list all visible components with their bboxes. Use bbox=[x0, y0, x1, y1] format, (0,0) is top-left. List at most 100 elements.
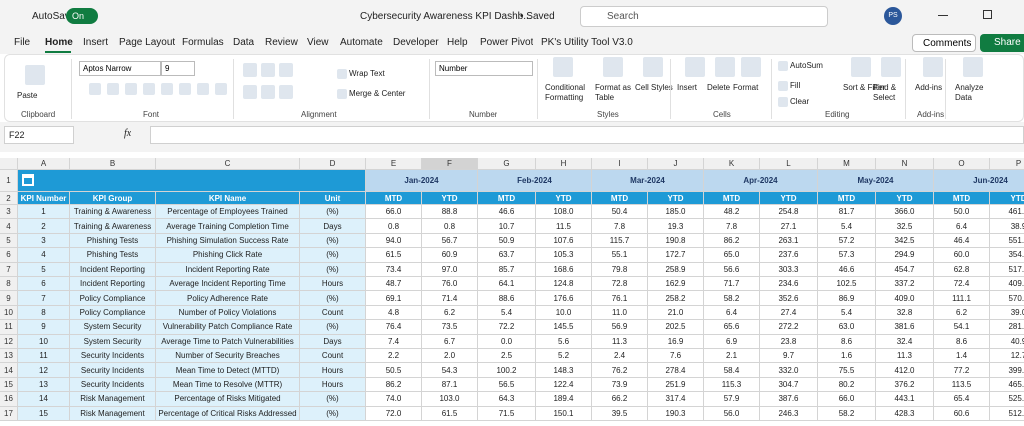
value-cell: 7.8 bbox=[592, 219, 648, 234]
value-cell: 66.0 bbox=[818, 392, 876, 407]
ribbon-tab[interactable]: Home bbox=[45, 37, 73, 48]
ribbon-button[interactable]: Fill bbox=[790, 81, 801, 90]
column-header: M bbox=[818, 158, 876, 170]
row-header: 1 bbox=[0, 170, 18, 192]
value-cell: 56.5 bbox=[478, 377, 536, 393]
ribbon-button[interactable]: Analyze Data bbox=[955, 83, 984, 102]
value-cell: 66.0 bbox=[366, 205, 422, 220]
kpi-info-cell: Security Incidents bbox=[70, 363, 156, 378]
kpi-info-cell: 1 bbox=[18, 205, 70, 220]
ribbon-tab[interactable]: Power Pivot bbox=[480, 37, 534, 48]
button-icon bbox=[778, 61, 788, 71]
period-header: MTD bbox=[478, 192, 536, 205]
month-header: Mar-2024 bbox=[592, 170, 704, 192]
value-cell: 46.4 bbox=[934, 233, 990, 249]
value-cell: 6.2 bbox=[422, 305, 478, 321]
value-cell: 61.5 bbox=[366, 248, 422, 263]
kpi-info-cell: Number of Policy Violations bbox=[156, 305, 300, 321]
value-cell: 73.4 bbox=[366, 262, 422, 277]
ribbon-tab[interactable]: Automate bbox=[340, 37, 383, 48]
kpi-info-cell: Training & Awareness bbox=[70, 205, 156, 220]
autosave-toggle[interactable]: On bbox=[66, 8, 98, 24]
month-header: May-2024 bbox=[818, 170, 934, 192]
kpi-info-cell: Incident Reporting bbox=[70, 262, 156, 277]
button-icon bbox=[643, 57, 663, 77]
button-icon bbox=[603, 57, 623, 77]
ribbon-button[interactable]: Sort & Filter bbox=[843, 83, 886, 92]
ribbon-button[interactable]: Delete bbox=[707, 83, 731, 92]
value-cell: 72.4 bbox=[934, 277, 990, 292]
kpi-info-cell: Phishing Tests bbox=[70, 233, 156, 249]
font-size-box[interactable]: 9 bbox=[161, 61, 195, 76]
value-cell: 8.6 bbox=[818, 334, 876, 349]
column-header: E bbox=[366, 158, 422, 170]
ribbon-button[interactable]: Merge & Center bbox=[349, 89, 406, 98]
kpi-info-cell: Hours bbox=[300, 277, 366, 292]
kpi-info-cell: Phishing Click Rate bbox=[156, 248, 300, 263]
user-avatar[interactable]: PS bbox=[884, 7, 902, 25]
ribbon-button[interactable]: Add-ins bbox=[915, 83, 943, 92]
number-format-box[interactable]: Number bbox=[435, 61, 533, 76]
ribbon-button[interactable]: Find & Select bbox=[873, 83, 897, 102]
month-header: Jan-2024 bbox=[366, 170, 478, 192]
value-cell: 77.2 bbox=[934, 363, 990, 378]
period-header: YTD bbox=[536, 192, 592, 205]
ribbon-tab[interactable]: PK's Utility Tool V3.0 bbox=[541, 37, 633, 48]
value-cell: 74.0 bbox=[366, 392, 422, 407]
ribbon-tab[interactable]: File bbox=[14, 37, 31, 48]
value-cell: 65.6 bbox=[704, 320, 760, 335]
ribbon-tab[interactable]: Review bbox=[265, 37, 298, 48]
font-name-box[interactable]: Aptos Narrow bbox=[79, 61, 161, 76]
value-cell: 6.7 bbox=[422, 334, 478, 349]
value-cell: 162.9 bbox=[648, 277, 704, 292]
value-cell: 11.0 bbox=[592, 305, 648, 321]
search-box[interactable]: Search bbox=[580, 6, 828, 27]
value-cell: 2.5 bbox=[478, 349, 536, 364]
kpi-info-cell: Risk Management bbox=[70, 392, 156, 407]
formula-input[interactable] bbox=[150, 126, 1024, 144]
name-box[interactable]: F22 bbox=[4, 126, 74, 144]
ribbon-button[interactable]: Insert bbox=[677, 83, 698, 92]
value-cell: 86.9 bbox=[818, 291, 876, 306]
minimize-button[interactable] bbox=[938, 15, 948, 16]
ribbon-button[interactable]: Wrap Text bbox=[349, 69, 385, 78]
row-header: 2 bbox=[0, 192, 18, 205]
value-cell: 61.5 bbox=[422, 406, 478, 421]
value-cell: 12.7 bbox=[990, 349, 1024, 364]
period-header: YTD bbox=[648, 192, 704, 205]
ribbon-button[interactable]: Clear bbox=[790, 97, 810, 106]
small-icon bbox=[197, 83, 209, 95]
value-cell: 376.2 bbox=[876, 377, 934, 393]
value-cell: 48.2 bbox=[704, 205, 760, 220]
ribbon-tab[interactable]: View bbox=[307, 37, 329, 48]
ribbon-tab[interactable]: Insert bbox=[83, 37, 109, 48]
ribbon-tab[interactable]: Page Layout bbox=[119, 37, 176, 48]
ribbon-tab[interactable]: Formulas bbox=[182, 37, 224, 48]
maximize-button[interactable] bbox=[983, 10, 992, 19]
value-cell: 7.8 bbox=[704, 219, 760, 234]
home-icon-cell[interactable] bbox=[18, 170, 366, 192]
ribbon-button[interactable]: Conditional Formatting bbox=[545, 83, 586, 102]
kpi-info-cell: Hours bbox=[300, 363, 366, 378]
comments-button[interactable]: Comments bbox=[912, 34, 976, 52]
value-cell: 258.9 bbox=[648, 262, 704, 277]
column-header: L bbox=[760, 158, 818, 170]
kpi-info-cell: 4 bbox=[18, 248, 70, 263]
ribbon-tab[interactable]: Data bbox=[233, 37, 255, 48]
ribbon-button[interactable]: Format as Table bbox=[595, 83, 632, 102]
row-header: 9 bbox=[0, 291, 18, 306]
ribbon-tab[interactable]: Developer bbox=[393, 37, 439, 48]
ribbon-tabs: File Home Insert Page Layout Formulas Data Rev… bbox=[0, 32, 1024, 54]
column-header: H bbox=[536, 158, 592, 170]
share-button[interactable]: Share bbox=[980, 34, 1024, 52]
ribbon-button[interactable]: Paste bbox=[17, 91, 38, 100]
ribbon-tab[interactable]: Help bbox=[447, 37, 468, 48]
period-header: MTD bbox=[366, 192, 422, 205]
align-icon bbox=[261, 85, 275, 99]
ribbon-button[interactable]: Cell Styles bbox=[635, 83, 673, 92]
ribbon-button[interactable]: AutoSum bbox=[790, 61, 823, 70]
kpi-info-cell: 9 bbox=[18, 320, 70, 335]
value-cell: 0.0 bbox=[478, 334, 536, 349]
button-icon bbox=[25, 65, 45, 85]
ribbon-button[interactable]: Format bbox=[733, 83, 759, 92]
